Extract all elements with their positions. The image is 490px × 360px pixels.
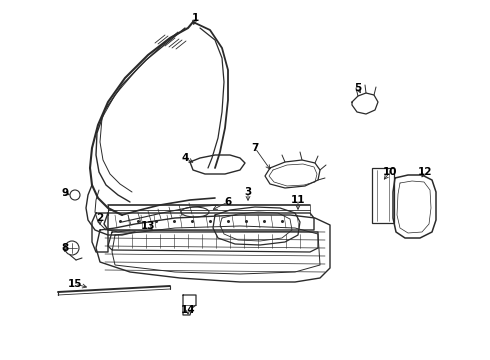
- Text: 4: 4: [181, 153, 189, 163]
- Text: 8: 8: [61, 243, 69, 253]
- Text: 6: 6: [224, 197, 232, 207]
- Text: 5: 5: [354, 83, 362, 93]
- Text: 1: 1: [192, 13, 198, 23]
- Text: 14: 14: [181, 305, 196, 315]
- Text: 10: 10: [383, 167, 397, 177]
- Text: 13: 13: [141, 221, 155, 231]
- Text: 9: 9: [61, 188, 69, 198]
- Text: 3: 3: [245, 187, 252, 197]
- Text: 15: 15: [68, 279, 82, 289]
- Text: 12: 12: [418, 167, 432, 177]
- Text: 11: 11: [291, 195, 305, 205]
- Text: 2: 2: [97, 213, 103, 223]
- Bar: [372, 168, 394, 223]
- Text: 7: 7: [251, 143, 259, 153]
